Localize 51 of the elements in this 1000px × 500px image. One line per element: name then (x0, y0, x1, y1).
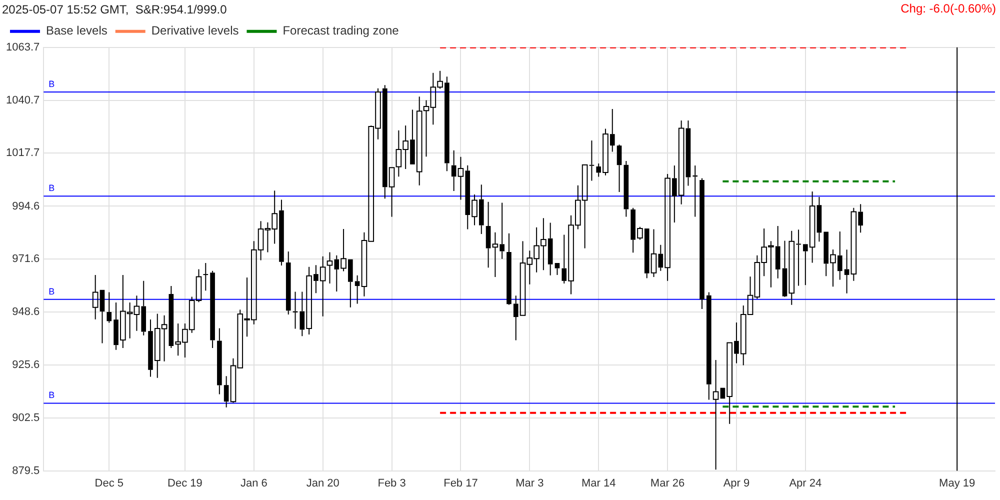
x-tick-label: Mar 26 (650, 477, 685, 490)
candlestick (686, 120, 691, 186)
candlestick (451, 150, 456, 192)
text: Chg: -6.0(-0.60%) (900, 1, 996, 16)
x-tick-label: May 19 (939, 477, 976, 490)
candlestick (506, 232, 512, 304)
candlestick (554, 263, 560, 276)
candlestick (616, 144, 622, 192)
y-tick-label: 902.5 (12, 412, 40, 424)
candlestick (203, 262, 208, 292)
ref-line-label: B (48, 183, 55, 194)
candlestick (706, 292, 712, 400)
x-tick-label: Dec 5 (94, 477, 124, 490)
candlestick (217, 328, 222, 395)
y-tick-label: 1063.7 (6, 41, 40, 54)
candlestick (624, 160, 629, 218)
x-tick-label: Apr 9 (723, 477, 750, 490)
x-tick-label: Feb 17 (444, 477, 478, 490)
x-tick-label: Feb 3 (378, 477, 406, 490)
x-tick-label: Apr 24 (789, 477, 822, 490)
candlestick (692, 165, 698, 218)
x-tick-label: Mar 14 (581, 477, 616, 490)
x-tick-label: Mar 3 (516, 477, 544, 490)
candlestick (486, 201, 491, 268)
candlestick (224, 376, 229, 408)
y-tick-label: 994.6 (12, 200, 40, 212)
legend-label: Derivative levels (151, 24, 239, 38)
candlestick (844, 249, 850, 294)
candlestick (354, 274, 360, 304)
y-tick-label: 971.6 (12, 253, 40, 266)
y-tick-label: 1017.7 (6, 147, 40, 160)
legend-label: Forecast trading zone (282, 24, 400, 38)
legend-label: Base levels (46, 24, 108, 38)
y-tick-label: 925.6 (12, 358, 40, 371)
candlestick (286, 251, 291, 315)
candlestick (106, 292, 112, 324)
chart-title: 2025-05-07 15:52 GMT, S&R:954.1/999.0 (2, 2, 228, 17)
candlestick (700, 178, 704, 310)
ref-line-label: B (48, 78, 55, 89)
ref-line-label: B (48, 390, 55, 400)
candlestick (210, 270, 215, 349)
y-tick-label: 948.6 (12, 306, 40, 318)
candlestick (712, 360, 719, 470)
x-tick-label: Dec 19 (168, 477, 202, 490)
ref-line-label: B (48, 286, 55, 296)
y-tick-label: 1040.7 (6, 94, 40, 106)
candlestick (589, 140, 594, 182)
candlestick (816, 196, 822, 242)
x-tick-label: Jan 20 (306, 477, 340, 490)
y-tick-label: 879.5 (12, 464, 40, 477)
x-tick-label: Jan 6 (240, 477, 268, 490)
